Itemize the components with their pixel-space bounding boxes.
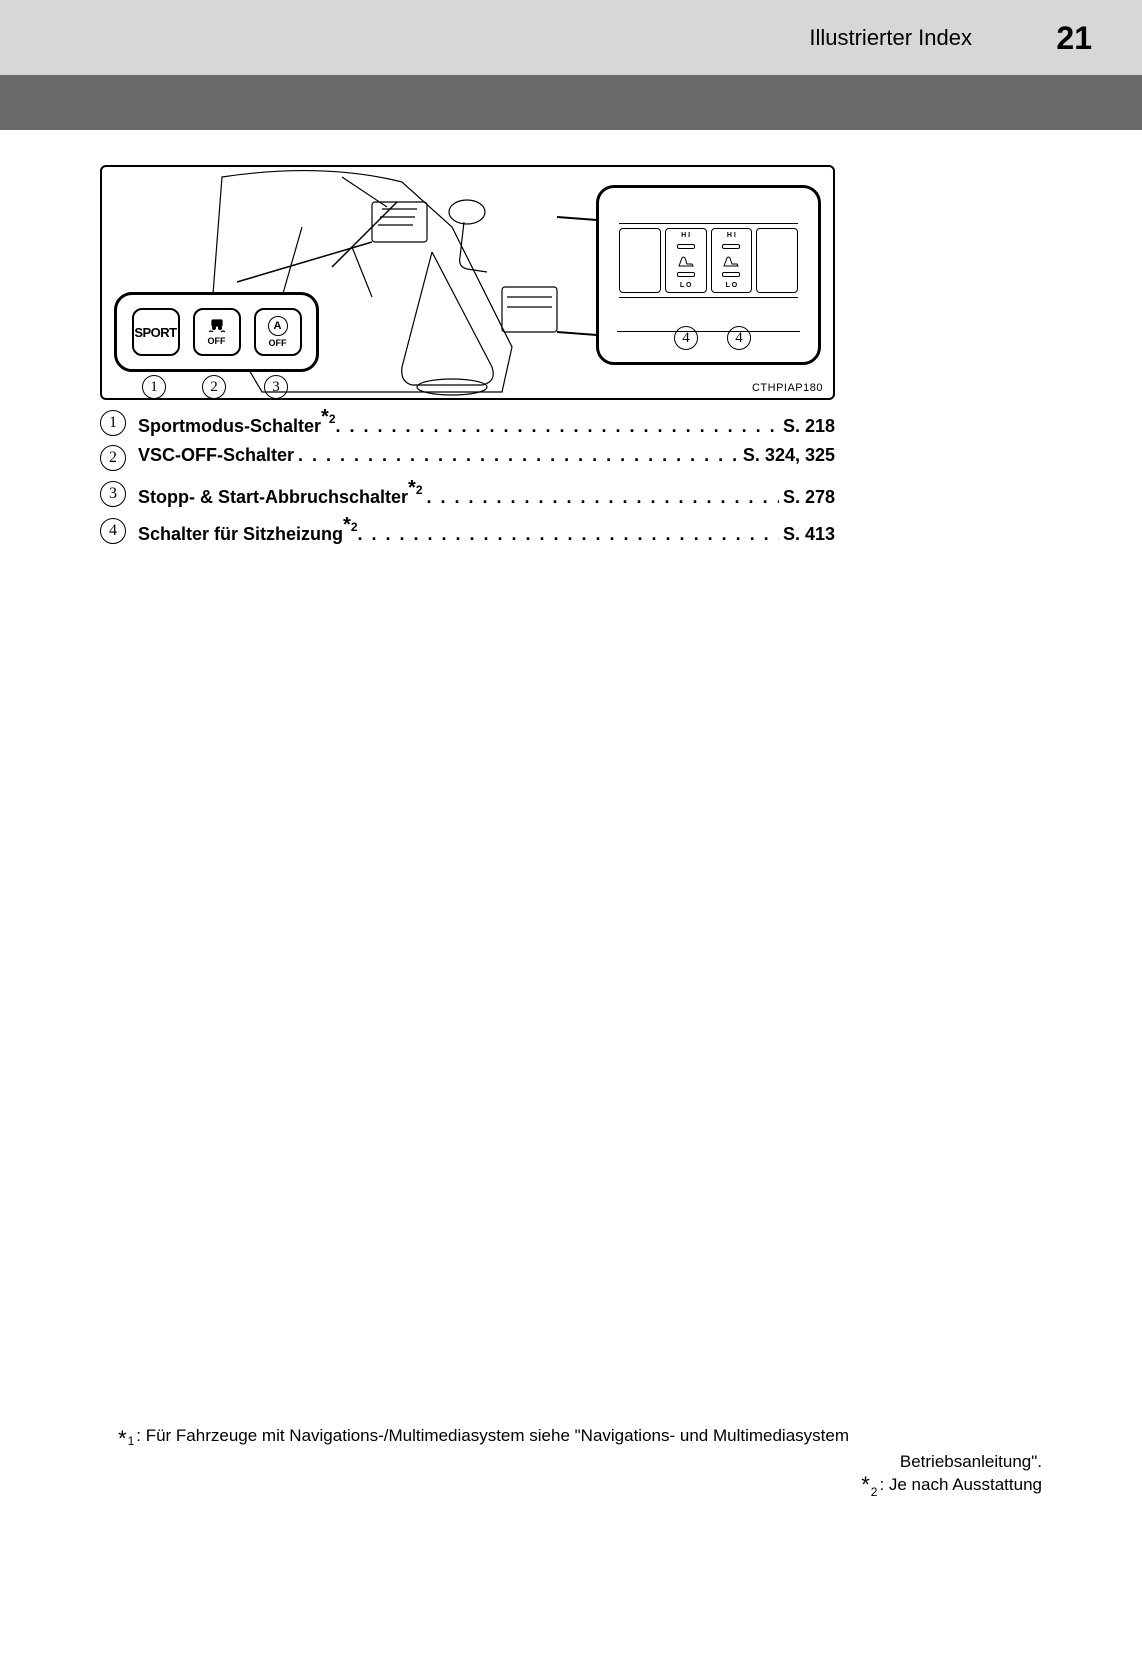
page-number: 21 (1056, 20, 1092, 57)
index-row: 1 Sportmodus-Schalter*2 S. 218 (100, 408, 835, 437)
header-title: Illustrierter Index (809, 25, 972, 51)
footnotes: * 1 : Für Fahrzeuge mit Navigations-/Mul… (118, 1426, 1042, 1499)
diagram-code: CTHPIAP180 (752, 382, 823, 394)
seat-hi-label: H I (727, 232, 736, 239)
seat-bar-icon (722, 244, 740, 249)
seat-hi-label: H I (681, 232, 690, 239)
content-area: SPORT OFF A OFF 1 2 3 (0, 130, 1142, 545)
seat-icon (722, 254, 740, 268)
dark-bar (0, 75, 1142, 130)
row-ref: *2 (408, 481, 422, 498)
footnote-1: * 1 : Für Fahrzeuge mit Navigations-/Mul… (118, 1426, 1042, 1452)
sport-button: SPORT (132, 308, 180, 356)
row-dots (358, 524, 779, 545)
footnote-text: : Je nach Ausstattung (879, 1475, 1042, 1494)
index-list: 1 Sportmodus-Schalter*2 S. 218 2 VSC-OFF… (100, 408, 835, 545)
index-row: 2 VSC-OFF-Schalter S. 324, 325 (100, 445, 835, 471)
seat-lo-label: L O (680, 282, 692, 289)
row-number: 4 (100, 518, 126, 544)
seat-bar-icon (677, 244, 695, 249)
row-dots (427, 487, 779, 508)
row-label-text: Stopp- & Start-Abbruchschalter (138, 487, 408, 507)
index-row: 4 Schalter für Sitzheizung*2 S. 413 (100, 516, 835, 545)
stop-off-label: OFF (269, 338, 287, 348)
footnote-num: 2 (871, 1485, 878, 1499)
row-label: Stopp- & Start-Abbruchschalter*2 (138, 479, 423, 508)
index-row: 3 Stopp- & Start-Abbruchschalter*2 S. 27… (100, 479, 835, 508)
seat-heater-row: H I L O H I L O (619, 223, 798, 298)
footnote-num: 1 (128, 1434, 135, 1448)
diagram-container: SPORT OFF A OFF 1 2 3 (100, 165, 835, 400)
seat-lo-label: L O (726, 282, 738, 289)
footnote-2: *2: Je nach Ausstattung (118, 1472, 1042, 1499)
stop-a-icon: A (268, 316, 288, 336)
row-page: S. 278 (779, 487, 835, 508)
callout-3: 3 (264, 375, 288, 399)
seat-heater-left: H I L O (665, 228, 707, 293)
callout-2: 2 (202, 375, 226, 399)
stop-start-button: A OFF (254, 308, 302, 356)
footnote-text: : Für Fahrzeuge mit Navigations-/Multime… (136, 1426, 1042, 1446)
panel-divider (617, 331, 800, 332)
row-dots (336, 416, 779, 437)
row-label-text: Schalter für Sitzheizung (138, 524, 343, 544)
callout-1: 1 (142, 375, 166, 399)
row-number: 3 (100, 481, 126, 507)
footnote-star: * (861, 1472, 870, 1497)
row-dots (298, 445, 739, 466)
header-bar: Illustrierter Index 21 (0, 0, 1142, 75)
footnote-1-cont: Betriebsanleitung". (118, 1452, 1042, 1472)
blank-button-left (619, 228, 661, 293)
row-number: 2 (100, 445, 126, 471)
seat-icon (677, 254, 695, 268)
blank-button-right (756, 228, 798, 293)
row-ref: *2 (321, 410, 335, 427)
row-label-text: Sportmodus-Schalter (138, 416, 321, 436)
footnote-star: * (118, 1426, 127, 1452)
row-label: VSC-OFF-Schalter (138, 445, 294, 466)
seat-bar-icon (677, 272, 695, 277)
callout-4a: 4 (674, 326, 698, 350)
left-switch-panel: SPORT OFF A OFF (114, 292, 319, 372)
row-label: Sportmodus-Schalter*2 (138, 408, 336, 437)
vsc-off-label: OFF (208, 336, 226, 346)
row-ref: *2 (343, 518, 357, 535)
seat-bar-icon (722, 272, 740, 277)
right-switch-panel: H I L O H I L O 4 4 (596, 185, 821, 365)
row-page: S. 324, 325 (739, 445, 835, 466)
row-number: 1 (100, 410, 126, 436)
callout-4b: 4 (727, 326, 751, 350)
row-page: S. 218 (779, 416, 835, 437)
vsc-off-button: OFF (193, 308, 241, 356)
row-page: S. 413 (779, 524, 835, 545)
seat-heater-right: H I L O (711, 228, 753, 293)
row-label: Schalter für Sitzheizung*2 (138, 516, 358, 545)
vsc-car-icon (206, 318, 228, 336)
